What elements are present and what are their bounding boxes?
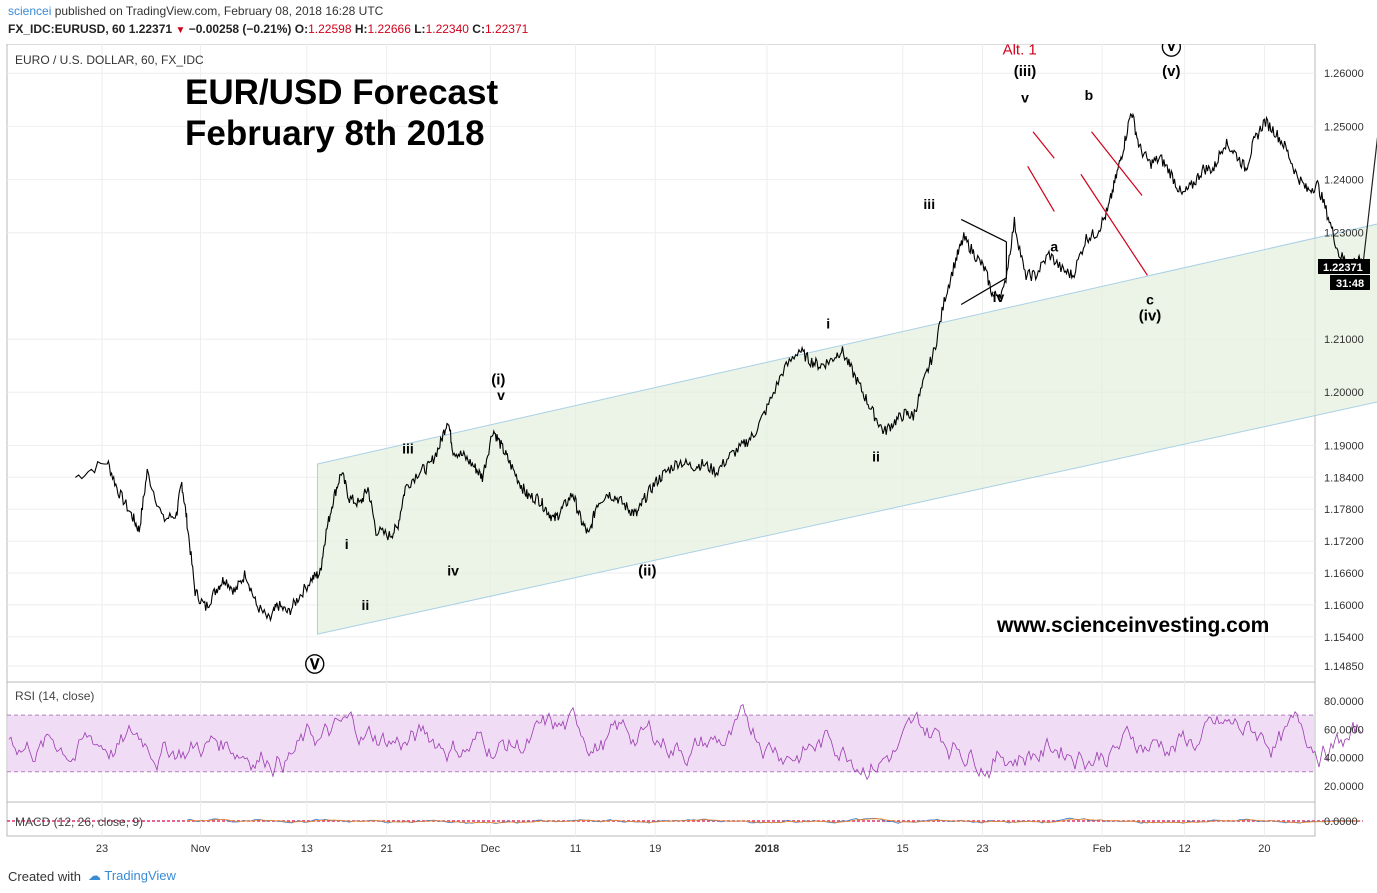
published-text: published on TradingView.com, February 0… — [54, 4, 384, 18]
x-tick-label: 20 — [1258, 843, 1270, 855]
forecast-path — [1362, 136, 1377, 267]
open-value: 1.22598 — [308, 22, 352, 36]
high-value: 1.22666 — [367, 22, 411, 36]
y-tick-label: 1.25000 — [1324, 121, 1364, 133]
y-tick-label: 1.18400 — [1324, 472, 1364, 484]
rsi-tick-label: 80.0000 — [1324, 696, 1364, 708]
x-tick-label: 15 — [897, 843, 909, 855]
y-tick-label: 1.20000 — [1324, 387, 1364, 399]
cloud-icon: ☁ — [88, 868, 101, 883]
last-price-badge — [1318, 259, 1370, 274]
y-tick-label: 1.24000 — [1324, 175, 1364, 187]
wave-label: a — [1050, 238, 1058, 254]
publish-line: sciencei published on TradingView.com, F… — [8, 4, 383, 18]
wave-label: (v) — [1162, 63, 1180, 80]
footer-bar: Created with ☁ TradingView — [0, 862, 1377, 893]
tradingview-link[interactable]: ☁ TradingView — [88, 868, 176, 884]
symbol-name: FX_IDC:EURUSD, 60 — [8, 22, 126, 36]
x-tick-label: 2018 — [755, 843, 779, 855]
y-tick-label: 1.19000 — [1324, 440, 1364, 452]
countdown-badge — [1330, 275, 1370, 290]
down-arrow-icon: ▼ — [175, 25, 186, 36]
wave-label: ii — [361, 597, 369, 613]
y-tick-label: 1.21000 — [1324, 334, 1364, 346]
website-watermark: www.scienceinvesting.com — [996, 614, 1269, 637]
wave-label: (ii) — [638, 563, 656, 580]
y-tick-label: 1.15400 — [1324, 632, 1364, 644]
macd-pane[interactable] — [6, 801, 1316, 837]
x-tick-label: Feb — [1093, 843, 1112, 855]
wave-label: c — [1146, 292, 1154, 308]
chart-title: EUR/USD Forecast — [185, 73, 498, 112]
created-with-text: Created with — [8, 869, 81, 884]
macd-tick-label: 0.0000 — [1324, 816, 1358, 828]
low-value: 1.22340 — [425, 22, 469, 36]
y-tick-label: 1.14850 — [1324, 661, 1364, 673]
rsi-line — [8, 703, 1362, 781]
eurusd-price-line — [75, 112, 1364, 623]
y-tick-label: 1.17200 — [1324, 536, 1364, 548]
x-tick-label: Nov — [191, 843, 211, 855]
y-tick-label: 1.26000 — [1324, 68, 1364, 80]
rsi-tick-label: 20.0000 — [1324, 781, 1364, 793]
x-tick-label: 13 — [301, 843, 313, 855]
last-price: 1.22371 — [128, 22, 173, 36]
wave-label: Ⓥ — [305, 653, 325, 676]
countdown-text: 31:48 — [1336, 278, 1364, 290]
author-link[interactable]: sciencei — [8, 4, 52, 18]
x-tick-label: 21 — [380, 843, 392, 855]
x-tick-label: 19 — [649, 843, 661, 855]
symbol-label: EURO / U.S. DOLLAR, 60, FX_IDC — [15, 53, 204, 67]
macd-label: MACD (12, 26, close, 9) — [15, 815, 143, 829]
wedge-c-lower — [1080, 173, 1148, 276]
wave-label: iv — [447, 563, 459, 579]
close-value: 1.22371 — [484, 22, 529, 36]
wave-label: v — [1021, 89, 1029, 105]
rsi-tick-label: 60.0000 — [1324, 724, 1364, 736]
wave-label: b — [1085, 87, 1094, 103]
x-tick-label: 23 — [96, 843, 108, 855]
macd-signal-line — [187, 818, 1361, 824]
last-price-badge-text: 1.22371 — [1323, 262, 1363, 274]
wedge-c-upper — [1091, 131, 1143, 196]
x-tick-label: 23 — [976, 843, 988, 855]
rsi-label: RSI (14, close) — [15, 689, 94, 703]
rsi-band — [8, 715, 1314, 772]
wave-label: (iii) — [1014, 63, 1037, 80]
wave-label: i — [826, 315, 830, 331]
x-tick-label: 11 — [570, 843, 581, 855]
wave-label: (iv) — [1139, 307, 1162, 324]
header-bar: sciencei published on TradingView.com, F… — [0, 0, 1377, 44]
wave-label: ii — [872, 448, 880, 464]
tradingview-brand: TradingView — [104, 868, 176, 883]
wave-label: Alt. 1 — [1003, 44, 1037, 59]
wedge-a-lower — [1027, 165, 1055, 212]
y-tick-label: 1.23000 — [1324, 228, 1364, 240]
triangle-upper-line — [960, 218, 1007, 243]
wave-label: (i) — [491, 371, 505, 388]
symbol-quote-line: FX_IDC:EURUSD, 60 1.22371 ▼ −0.00258 (−0… — [8, 22, 529, 36]
wedge-a-upper — [1032, 131, 1055, 159]
x-tick-label: Dec — [481, 843, 501, 855]
price-change: −0.00258 (−0.21%) — [188, 22, 292, 36]
y-tick-label: 1.17800 — [1324, 504, 1364, 516]
x-tick-label: 12 — [1178, 843, 1190, 855]
rsi-tick-label: 40.0000 — [1324, 753, 1364, 765]
wave-label: iv — [993, 289, 1005, 305]
wave-label: iii — [923, 196, 935, 212]
wave-label: i — [345, 536, 349, 552]
y-tick-label: 1.16600 — [1324, 568, 1364, 580]
y-tick-label: 1.16000 — [1324, 600, 1364, 612]
wave-label: v — [497, 387, 505, 403]
wave-label: iii — [402, 440, 414, 456]
wave-label: ⓥ — [1161, 44, 1181, 60]
chart-subtitle: February 8th 2018 — [185, 114, 485, 153]
triangle-lower-line — [960, 277, 1007, 306]
